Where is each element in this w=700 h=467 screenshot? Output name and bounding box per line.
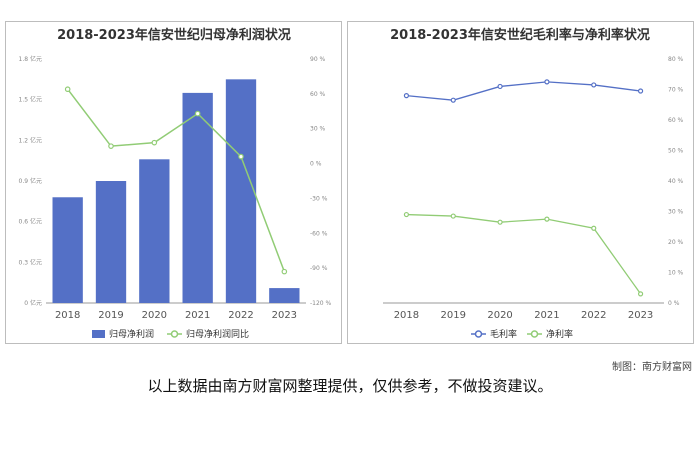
x-tick-label: 2022 — [581, 310, 606, 321]
net-margin-point-2018 — [403, 211, 410, 218]
x-tick-label: 2018 — [394, 310, 419, 321]
gross-margin-series-line — [406, 81, 641, 101]
legend: 毛利率 净利率 — [471, 328, 573, 340]
net-margin-point-2020 — [497, 219, 503, 225]
legend-label-gross-margin[interactable]: 毛利率 — [490, 328, 517, 340]
legend-marker — [170, 330, 179, 338]
legend-marker — [474, 330, 483, 338]
x-tick-label: 2020 — [142, 310, 167, 321]
bar-2022 — [225, 79, 257, 303]
x-tick-label: 2021 — [534, 310, 559, 321]
x-tick-label: 2018 — [55, 310, 80, 321]
x-tick-label: 2021 — [185, 310, 210, 321]
y-right-tick-label: 10 % — [668, 270, 684, 277]
gross-margin-point-2018 — [403, 92, 410, 99]
gross-margin-point-2022 — [591, 82, 597, 88]
x-tick-label: 2019 — [98, 310, 123, 321]
x-tick-label: 2019 — [441, 310, 466, 321]
legend-label-net-margin[interactable]: 净利率 — [546, 328, 573, 340]
legend: 归母净利润 归母净利润同比 — [92, 328, 249, 340]
y-left-tick-label: 1.8 亿元 — [19, 55, 42, 63]
gross-margin-point-2023 — [637, 88, 644, 94]
y-right-tick-label: 0 % — [668, 300, 680, 307]
y-right-tick-label: -30 % — [310, 195, 328, 202]
bar-2020 — [139, 159, 170, 303]
y-left-tick-label: 0 亿元 — [24, 299, 42, 307]
net-margin-series-line — [406, 213, 642, 295]
yoy-point-2020 — [151, 139, 158, 146]
y-right-tick-label: 80 % — [668, 56, 684, 63]
chart-title: 2018-2023年信安世纪归母净利润状况 — [57, 27, 291, 43]
margin-chart: 2018-2023年信安世纪毛利率与净利率状况 0 % 10 % 20 % 30 % 4… — [383, 27, 684, 340]
y-left-tick-label: 0.9 亿元 — [19, 177, 42, 185]
gross-margin-point-2021 — [544, 79, 550, 85]
net-margin-point-2023 — [637, 291, 644, 297]
y-right-tick-label: 60 % — [310, 91, 326, 98]
y-right-tick-label: -120 % — [310, 300, 332, 307]
legend-marker — [530, 330, 539, 338]
yoy-point-2021 — [194, 110, 201, 117]
chart-credit: 制图：南方财富网 — [612, 362, 692, 373]
y-right-tick-label: 50 % — [668, 148, 684, 155]
x-tick-label: 2023 — [272, 310, 297, 321]
yoy-point-2022 — [238, 153, 244, 160]
bar-2019 — [95, 181, 127, 303]
x-tick-label: 2023 — [628, 310, 653, 321]
y-right-tick-label: 30 % — [310, 126, 326, 133]
profit-chart: 2018-2023年信安世纪归母净利润状况 0 亿元 0.3 亿元 0.6 亿元 0.… — [19, 27, 332, 340]
yoy-point-2018 — [64, 86, 71, 93]
net-margin-point-2021 — [544, 216, 550, 222]
y-left-tick-label: 0.6 亿元 — [19, 218, 42, 226]
disclaimer-text: 以上数据由南方财富网整理提供，仅供参考，不做投资建议。 — [147, 377, 553, 395]
y-left-tick-label: 1.2 亿元 — [19, 136, 42, 144]
legend-label-yoy[interactable]: 归母净利润同比 — [186, 328, 249, 340]
net-margin-point-2022 — [591, 225, 597, 231]
yoy-point-2019 — [108, 143, 114, 149]
bar-2021 — [182, 92, 213, 303]
bar-2018 — [52, 197, 83, 303]
gross-margin-point-2020 — [497, 83, 503, 90]
y-right-tick-label: -60 % — [310, 230, 328, 237]
gross-margin-point-2019 — [450, 97, 456, 103]
legend-label-net-profit[interactable]: 归母净利润 — [109, 328, 154, 340]
y-left-tick-label: 0.3 亿元 — [19, 258, 42, 266]
y-right-tick-label: 70 % — [668, 87, 684, 94]
y-right-tick-label: 40 % — [668, 178, 684, 185]
yoy-point-2023 — [281, 268, 288, 275]
y-right-tick-label: 60 % — [668, 117, 684, 124]
profit-chart-panel: 2018-2023年信安世纪归母净利润状况 0 亿元 0.3 亿元 0.6 亿元 0.… — [5, 21, 342, 344]
x-tick-label: 2022 — [228, 310, 253, 321]
y-right-tick-label: 0 % — [310, 161, 322, 168]
net-margin-point-2019 — [450, 213, 456, 219]
y-right-tick-label: 30 % — [668, 209, 684, 216]
x-tick-label: 2020 — [487, 310, 512, 321]
y-left-tick-label: 1.5 亿元 — [19, 96, 42, 104]
bar-2023 — [269, 288, 300, 303]
y-right-tick-label: 90 % — [310, 56, 326, 63]
chart-title: 2018-2023年信安世纪毛利率与净利率状况 — [390, 27, 650, 43]
yoy-series-line — [67, 88, 286, 272]
y-right-tick-label: -90 % — [310, 265, 328, 272]
y-right-tick-label: 20 % — [668, 239, 684, 246]
margin-chart-panel: 2018-2023年信安世纪毛利率与净利率状况 0 % 10 % 20 % 30 % 4… — [347, 21, 694, 344]
legend-swatch-bar[interactable] — [92, 330, 105, 338]
